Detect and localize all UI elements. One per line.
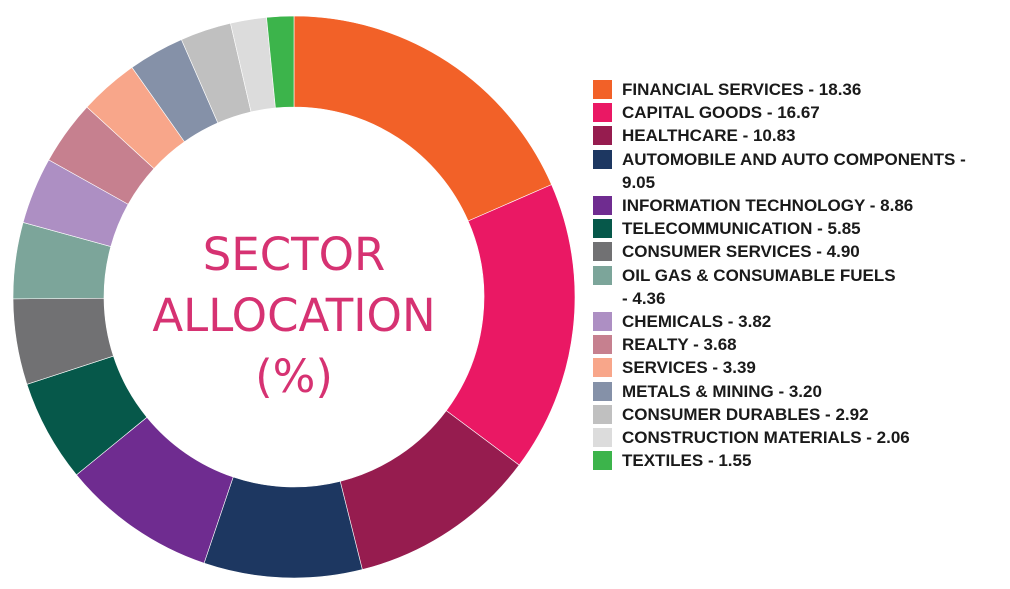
legend-swatch — [593, 242, 612, 262]
legend-label: CONSUMER DURABLES - 2.92 — [622, 404, 869, 424]
legend-swatch — [593, 265, 612, 285]
legend-label: REALTY - 3.68 — [622, 335, 737, 355]
legend-label: METALS & MINING - 3.20 — [622, 381, 822, 401]
legend-swatch — [593, 358, 612, 378]
legend-swatch — [593, 451, 612, 471]
chart-title-line-3: (%) — [255, 350, 333, 403]
chart-title-line-1: SECTOR — [202, 228, 386, 281]
legend-label: CONSUMER SERVICES - 4.90 — [622, 242, 860, 262]
legend-label: INFORMATION TECHNOLOGY - 8.86 — [622, 196, 914, 216]
legend-item: TELECOMMUNICATION - 5.85 — [593, 217, 1003, 240]
legend-swatch — [593, 103, 612, 123]
legend-label: CHEMICALS - 3.82 — [622, 312, 772, 332]
slice-capital-goods — [445, 184, 576, 466]
legend-swatch — [593, 196, 612, 216]
legend-label: TELECOMMUNICATION - 5.85 — [622, 219, 861, 239]
slice-textiles — [266, 15, 295, 109]
legend-item: CONSUMER DURABLES - 2.92 — [593, 403, 1003, 426]
legend-swatch — [593, 80, 612, 99]
legend-swatch — [593, 149, 612, 169]
donut-slices — [12, 15, 576, 579]
legend-item: HEALTHCARE - 10.83 — [593, 124, 1003, 147]
legend-label: AUTOMOBILE AND AUTO COMPONENTS -9.05 — [622, 149, 966, 192]
legend-item: INFORMATION TECHNOLOGY - 8.86 — [593, 194, 1003, 217]
legend-swatch — [593, 219, 612, 239]
legend-item: CHEMICALS - 3.82 — [593, 310, 1003, 333]
legend-item: CAPITAL GOODS - 16.67 — [593, 101, 1003, 124]
slice-financial-services — [293, 15, 552, 222]
legend-label: HEALTHCARE - 10.83 — [622, 126, 796, 146]
legend-swatch — [593, 335, 612, 355]
legend-swatch — [593, 312, 612, 332]
legend-item: REALTY - 3.68 — [593, 333, 1003, 356]
chart-legend: FINANCIAL SERVICES - 18.36 CAPITAL GOODS … — [593, 78, 1003, 472]
legend-item: SERVICES - 3.39 — [593, 356, 1003, 379]
legend-label: FINANCIAL SERVICES - 18.36 — [622, 80, 862, 99]
legend-label: SERVICES - 3.39 — [622, 358, 756, 378]
legend-item: TEXTILES - 1.55 — [593, 449, 1003, 472]
legend-label: CONSTRUCTION MATERIALS - 2.06 — [622, 428, 910, 448]
legend-item: CONSTRUCTION MATERIALS - 2.06 — [593, 426, 1003, 449]
legend-item: AUTOMOBILE AND AUTO COMPONENTS -9.05 — [593, 148, 1003, 194]
legend-label: OIL GAS & CONSUMABLE FUELS - 4.36 — [622, 265, 896, 308]
legend-swatch — [593, 126, 612, 146]
legend-item: OIL GAS & CONSUMABLE FUELS - 4.36 — [593, 264, 1003, 310]
chart-title: SECTOR ALLOCATION (%) — [134, 224, 454, 407]
legend-swatch — [593, 428, 612, 448]
chart-title-line-2: ALLOCATION — [152, 289, 436, 342]
legend-swatch — [593, 404, 612, 424]
legend-label: TEXTILES - 1.55 — [622, 451, 752, 471]
legend-item: FINANCIAL SERVICES - 18.36 — [593, 78, 1003, 101]
legend-label: CAPITAL GOODS - 16.67 — [622, 103, 820, 123]
legend-item: METALS & MINING - 3.20 — [593, 380, 1003, 403]
legend-swatch — [593, 381, 612, 401]
legend-item: CONSUMER SERVICES - 4.90 — [593, 240, 1003, 263]
